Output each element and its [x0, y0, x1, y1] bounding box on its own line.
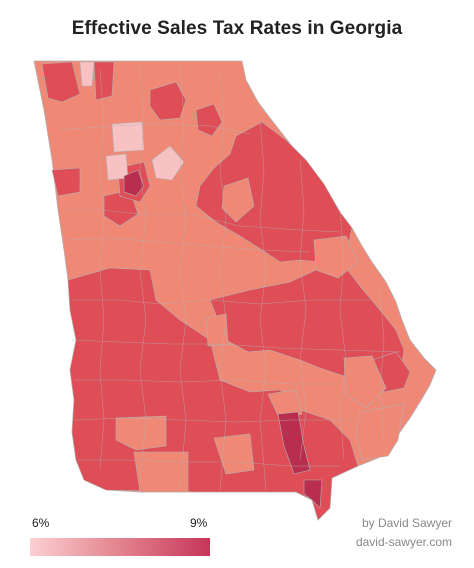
- legend-min-label: 6%: [32, 516, 50, 530]
- region-dark-charlton: [303, 479, 323, 509]
- county-borders: [59, 63, 401, 491]
- legend: 6% 9%: [30, 516, 210, 558]
- credit-website: david-sawyer.com: [355, 535, 452, 549]
- region-dark-ware: [277, 411, 311, 475]
- region-light-gwinnett: [151, 145, 185, 181]
- region-dark-fulton: [123, 169, 145, 197]
- legend-gradient-bar: [30, 538, 210, 556]
- region-ne-corner-8: [195, 103, 223, 137]
- credit-author: by David Sawyer: [361, 516, 452, 530]
- region-central-7: [205, 313, 229, 347]
- region-se-7a: [343, 355, 387, 409]
- region-light-cherokee: [111, 121, 145, 153]
- region-sw-7a: [115, 415, 167, 451]
- region-nw-8a: [41, 61, 81, 103]
- region-east-7: [313, 235, 359, 279]
- page-title: Effective Sales Tax Rates in Georgia: [71, 18, 403, 39]
- region-west-8: [51, 167, 81, 197]
- credit-block: by David Sawyer david-sawyer.com: [356, 514, 452, 552]
- region-ne-island-7: [221, 177, 255, 223]
- region-light-north: [79, 61, 95, 87]
- region-se-7b: [355, 403, 405, 461]
- legend-max-label: 9%: [190, 516, 208, 530]
- region-nw-8b: [93, 61, 115, 101]
- region-north-8: [149, 81, 187, 121]
